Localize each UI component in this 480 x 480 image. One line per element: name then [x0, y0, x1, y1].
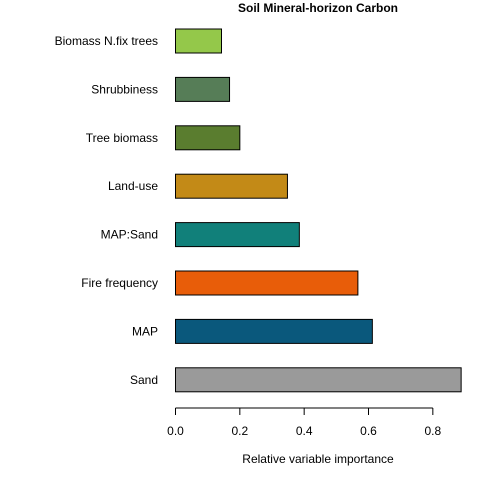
- bar-sand: [175, 367, 462, 393]
- category-label: Land-use: [108, 179, 158, 193]
- bar-map-sand: [175, 222, 300, 248]
- chart-title: Soil Mineral-horizon Carbon: [238, 1, 398, 15]
- bar-map: [175, 318, 373, 344]
- x-tick-label: 0.4: [296, 424, 313, 438]
- bar-fire-frequency: [175, 270, 359, 296]
- bars: [175, 28, 462, 393]
- bar-shrubbiness: [175, 76, 231, 102]
- category-label: Shrubbiness: [91, 82, 158, 96]
- category-label: MAP:Sand: [101, 228, 158, 242]
- x-tick-label: 0.2: [231, 424, 248, 438]
- category-label: MAP: [132, 324, 158, 338]
- category-label: Sand: [130, 373, 158, 387]
- x-axis: 0.0 0.2 0.4 0.6 0.8: [167, 407, 441, 438]
- x-tick-label: 0.8: [424, 424, 441, 438]
- x-tick-label: 0.0: [167, 424, 184, 438]
- x-axis-label: Relative variable importance: [242, 452, 394, 466]
- category-labels: Biomass N.fix trees Shrubbiness Tree bioma…: [55, 34, 159, 387]
- category-label: Biomass N.fix trees: [55, 34, 158, 48]
- bar-biomass-n-fix-trees: [175, 28, 222, 54]
- bar-land-use: [175, 173, 288, 199]
- x-tick-label: 0.6: [360, 424, 377, 438]
- bar-tree-biomass: [175, 125, 241, 151]
- category-label: Fire frequency: [81, 276, 158, 290]
- category-label: Tree biomass: [86, 131, 158, 145]
